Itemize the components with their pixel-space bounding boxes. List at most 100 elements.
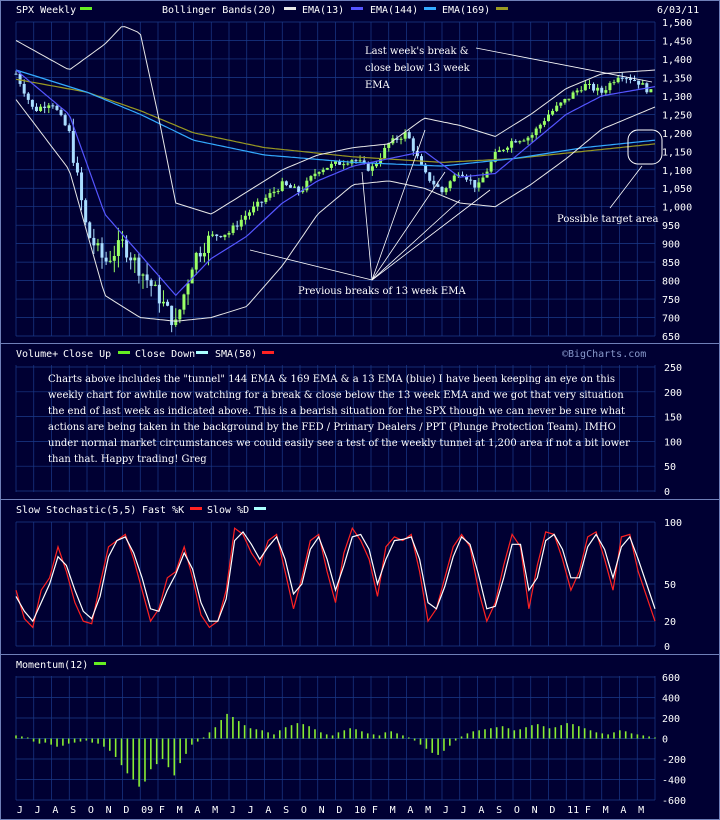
x-axis-label: A <box>407 805 413 816</box>
volume-tick-label: 200 <box>664 388 682 399</box>
volume-sma-label: SMA(50) <box>215 349 257 360</box>
price-candle <box>112 255 116 261</box>
axis-ticks: 1,500 1,450 1,400 1,350 1,300 1,250 1,200 1,150… <box>662 18 692 807</box>
price-candle <box>121 239 124 241</box>
price-candle <box>30 99 34 107</box>
price-candle <box>125 239 129 258</box>
price-candle <box>555 105 559 111</box>
stoch-tick-label: 100 <box>664 518 682 529</box>
price-candle <box>260 201 264 203</box>
target-area-arrow <box>609 165 643 209</box>
momentum-tick-label: 0 <box>662 735 668 746</box>
price-candle <box>207 235 211 253</box>
volume-tick-label: 100 <box>664 437 682 448</box>
price-tick-label: 750 <box>662 295 680 306</box>
header-ema144: EMA(144) <box>370 5 418 16</box>
price-candle <box>522 140 526 142</box>
price-candle <box>309 176 313 181</box>
price-candle <box>510 141 514 148</box>
price-candle <box>145 274 149 281</box>
price-candle <box>628 78 632 80</box>
price-candle <box>178 309 182 320</box>
price-candle <box>22 83 26 94</box>
x-axis-label: A <box>620 805 626 816</box>
price-candle <box>63 115 67 126</box>
price-tick-label: 950 <box>662 221 680 232</box>
price-tick-label: 650 <box>662 332 680 343</box>
price-candle <box>616 77 620 83</box>
price-candle <box>47 105 51 108</box>
price-candle <box>182 294 186 310</box>
price-candle <box>473 179 477 188</box>
price-tick-label: 1,300 <box>662 92 692 103</box>
price-candle <box>141 274 145 276</box>
stoch-tick-label: 50 <box>664 580 676 591</box>
price-candle <box>215 234 219 237</box>
stoch-fastk-line <box>15 526 656 629</box>
price-candle <box>370 166 374 171</box>
price-candle <box>247 212 251 216</box>
price-candle <box>383 147 387 159</box>
ema13-line <box>15 69 656 297</box>
price-candle <box>452 175 456 182</box>
price-candle <box>313 173 317 177</box>
bollinger-swatch <box>284 7 296 10</box>
price-candle <box>288 185 292 188</box>
stoch-tick-label: 20 <box>664 617 676 628</box>
x-axis-label: J <box>461 805 467 816</box>
price-candle <box>137 257 141 276</box>
header-ema13: EMA(13) <box>302 5 344 16</box>
price-candle <box>547 114 550 122</box>
price-candle <box>293 186 297 188</box>
x-axis-label: O <box>514 805 520 816</box>
volume-tick-label: 250 <box>664 363 682 374</box>
price-candle <box>374 163 378 167</box>
price-candle <box>465 175 469 180</box>
ema144-swatch <box>424 7 436 10</box>
annotation-arrows-previous-breaks <box>249 129 491 281</box>
price-candle <box>477 182 481 188</box>
price-candle <box>157 284 161 304</box>
price-candle <box>272 191 276 194</box>
price-candle <box>55 105 59 110</box>
watermark: ©BigCharts.com <box>562 349 646 360</box>
stoch-fastk-label: Fast %K <box>142 505 184 516</box>
x-axis-label: F <box>159 805 165 816</box>
price-candle <box>444 188 448 193</box>
price-candle <box>92 237 96 246</box>
price-candle <box>354 160 358 162</box>
price-candle <box>301 190 305 193</box>
price-candle <box>534 128 538 136</box>
price-candle <box>563 99 567 103</box>
price-candle <box>174 319 178 326</box>
x-axis-label: D <box>123 805 129 816</box>
price-candle <box>84 200 88 223</box>
price-candle <box>284 181 288 186</box>
x-axis-label: M <box>638 805 644 816</box>
price-candle <box>592 83 596 91</box>
price-candle <box>321 169 325 173</box>
price-candle <box>186 283 190 295</box>
momentum-plot <box>15 713 656 787</box>
price-candle <box>641 83 645 85</box>
header-bollinger: Bollinger Bands(20) <box>162 5 276 16</box>
price-tick-label: 1,150 <box>662 147 692 158</box>
stoch-slowd-line <box>15 530 656 623</box>
stoch-slowd-label: Slow %D <box>207 505 249 516</box>
closedown-swatch <box>196 351 208 354</box>
x-axis-label: D <box>336 805 342 816</box>
price-candle <box>620 77 624 79</box>
price-candle <box>481 177 485 183</box>
x-axis-label: F <box>372 805 378 816</box>
x-axis-label: O <box>88 805 94 816</box>
price-candle <box>161 301 165 304</box>
commentary-text: Charts above includes the "tunnel" 144 E… <box>48 374 630 465</box>
price-candle <box>358 160 362 162</box>
x-axis-label: J <box>35 805 41 816</box>
price-candle <box>256 201 260 207</box>
price-candle <box>67 125 71 132</box>
momentum-swatch <box>94 662 106 665</box>
ticker-swatch <box>80 7 92 10</box>
x-axis-label: J <box>230 805 236 816</box>
price-candle <box>604 90 608 93</box>
